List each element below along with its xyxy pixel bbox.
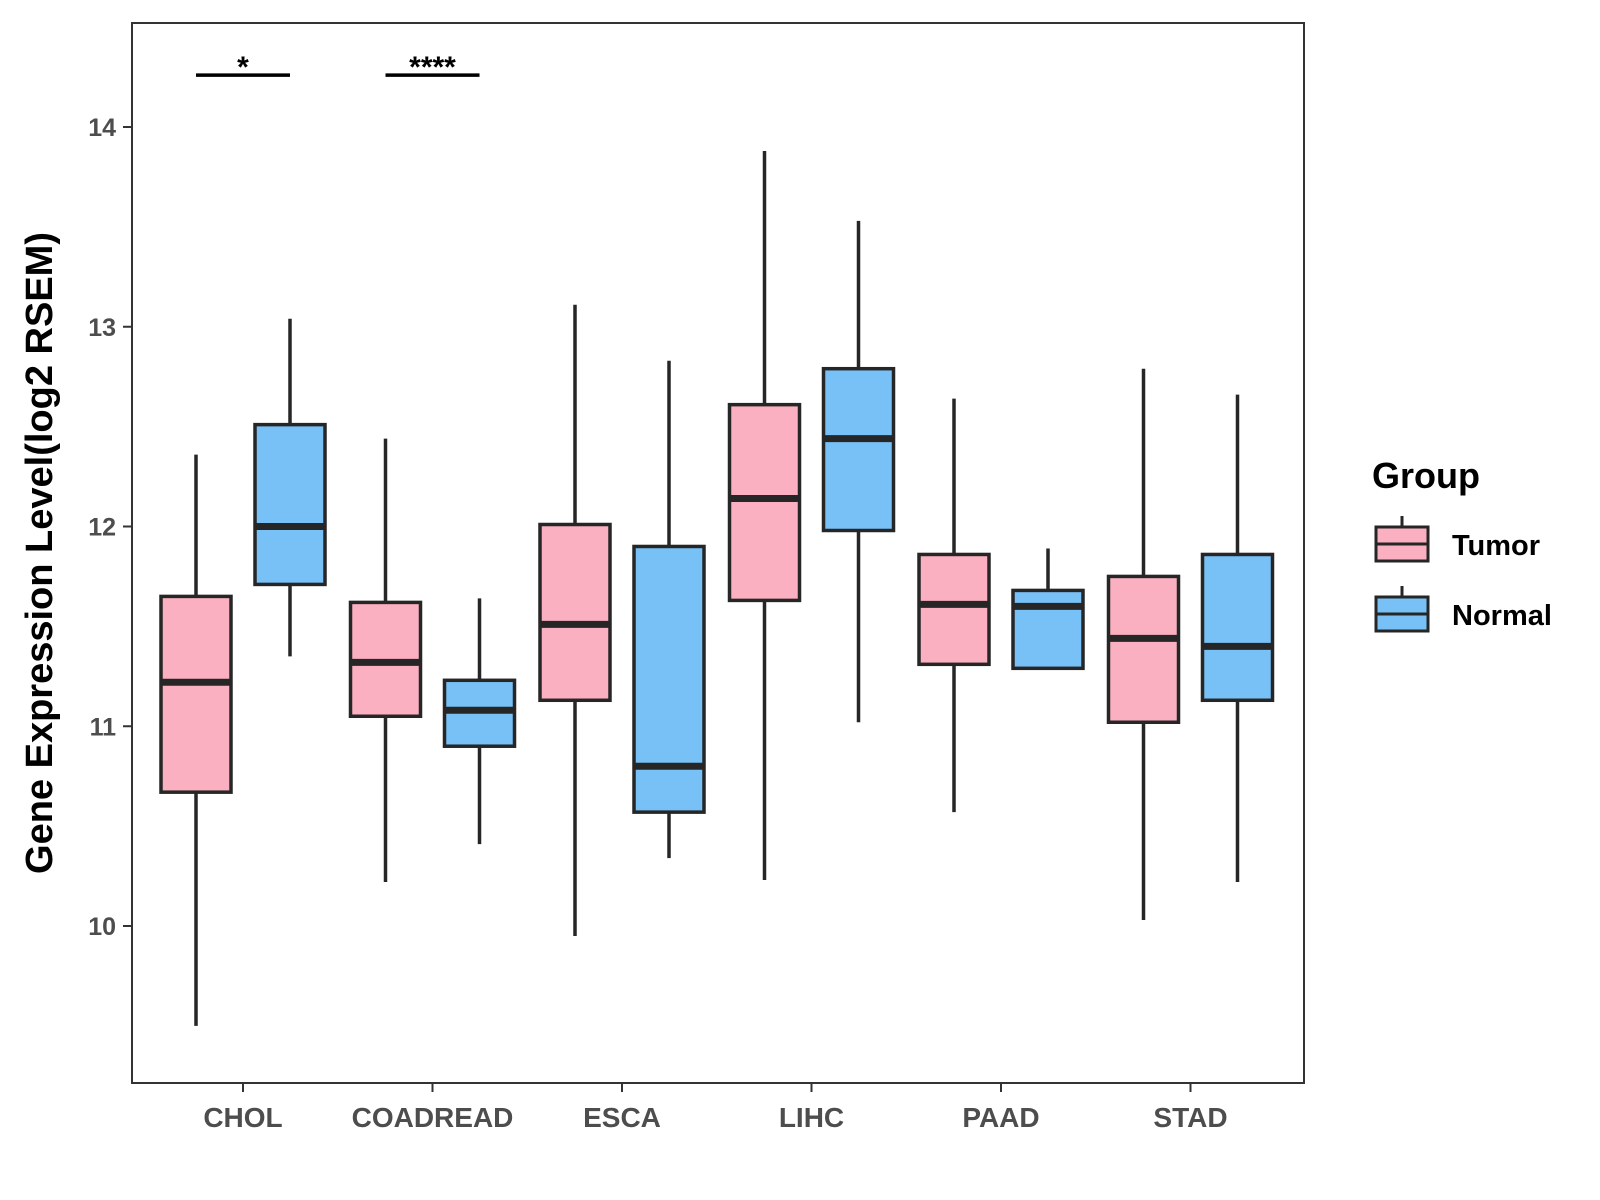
box-iqr xyxy=(632,544,706,814)
legend-label: Tumor xyxy=(1452,530,1540,562)
x-tick-label: ESCA xyxy=(583,1102,661,1133)
box-tumor-esca xyxy=(538,304,612,936)
box-iqr xyxy=(821,366,896,533)
y-axis: 10 11 12 13 14 xyxy=(88,114,132,941)
x-tick-label: PAAD xyxy=(962,1102,1039,1133)
box-normal-coadread xyxy=(442,598,517,845)
box-tumor-lihc xyxy=(727,150,802,881)
box-normal-stad xyxy=(1200,394,1275,883)
y-tick-label: 14 xyxy=(88,114,116,142)
box-normal-paad xyxy=(1011,548,1085,671)
legend: Group Tumor Normal xyxy=(1372,455,1552,633)
x-tick-label: COADREAD xyxy=(352,1102,514,1133)
y-tick-label: 11 xyxy=(90,713,117,741)
box-tumor-coadread xyxy=(348,438,423,883)
significance-annotations: * **** xyxy=(196,51,480,84)
box-normal-lihc xyxy=(821,220,896,723)
legend-item-tumor: Tumor xyxy=(1374,516,1540,563)
box-iqr xyxy=(1106,574,1181,725)
x-axis: CHOL COADREAD ESCA LIHC PAAD STAD xyxy=(203,1083,1228,1133)
boxes xyxy=(159,150,1275,1026)
plot-panel-border xyxy=(131,22,1305,1084)
x-tick-label: CHOL xyxy=(203,1102,282,1133)
box-iqr xyxy=(538,522,612,703)
box-tumor-paad xyxy=(917,398,991,813)
y-tick-label: 12 xyxy=(88,514,116,542)
box-iqr xyxy=(253,422,327,587)
box-iqr xyxy=(727,402,802,603)
legend-label: Normal xyxy=(1452,600,1552,632)
significance-label: * xyxy=(237,51,249,84)
box-iqr xyxy=(1200,552,1275,703)
significance-label: **** xyxy=(409,51,456,84)
legend-title: Group xyxy=(1372,455,1480,496)
box-iqr xyxy=(159,594,233,794)
box-tumor-chol xyxy=(159,454,233,1026)
legend-item-normal: Normal xyxy=(1374,586,1552,633)
x-tick-label: STAD xyxy=(1153,1102,1227,1133)
y-axis-title: Gene Expression Level(log2 RSEM) xyxy=(19,232,61,874)
y-tick-label: 13 xyxy=(88,314,116,342)
box-normal-esca xyxy=(632,360,706,859)
box-tumor-stad xyxy=(1106,368,1181,921)
box-iqr xyxy=(1011,588,1085,671)
x-tick-label: LIHC xyxy=(779,1102,844,1133)
box-iqr xyxy=(917,552,991,667)
y-tick-label: 10 xyxy=(88,913,116,941)
box-normal-chol xyxy=(253,318,327,657)
